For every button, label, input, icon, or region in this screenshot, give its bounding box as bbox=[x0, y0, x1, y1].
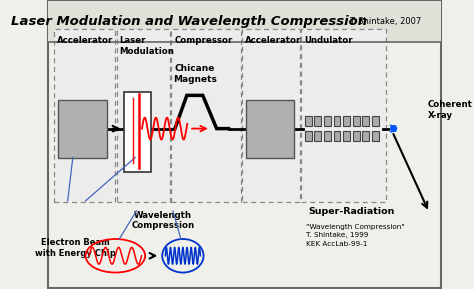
Bar bbox=[246, 100, 294, 158]
Bar bbox=[362, 131, 369, 141]
Text: Coherent
X-ray: Coherent X-ray bbox=[428, 100, 473, 120]
Bar bbox=[305, 131, 312, 141]
Text: Laser
Modulation: Laser Modulation bbox=[120, 36, 174, 55]
Text: Laser Modulation and Wavelength Compression: Laser Modulation and Wavelength Compress… bbox=[11, 16, 367, 28]
Bar bbox=[172, 29, 241, 202]
Text: "Wavelength Compression"
T. Shintake, 1999
KEK AccLab-99-1: "Wavelength Compression" T. Shintake, 19… bbox=[306, 224, 405, 247]
Text: Super-Radiation: Super-Radiation bbox=[308, 207, 394, 216]
Text: Accelerator: Accelerator bbox=[245, 36, 301, 45]
Bar bbox=[305, 116, 312, 126]
Bar bbox=[343, 131, 350, 141]
Bar bbox=[372, 116, 379, 126]
Text: Electron Beam
with Energy Chip: Electron Beam with Energy Chip bbox=[35, 238, 116, 258]
Bar bbox=[242, 29, 300, 202]
Bar bbox=[353, 116, 360, 126]
Bar bbox=[58, 100, 108, 158]
Bar bbox=[324, 131, 331, 141]
Bar bbox=[372, 131, 379, 141]
Bar bbox=[324, 116, 331, 126]
Text: Chicane
Magnets: Chicane Magnets bbox=[173, 64, 217, 84]
Bar bbox=[362, 116, 369, 126]
Bar bbox=[353, 131, 360, 141]
Bar bbox=[343, 116, 350, 126]
Bar bbox=[334, 131, 340, 141]
Bar bbox=[314, 131, 321, 141]
Bar bbox=[54, 29, 115, 202]
Text: Undulator: Undulator bbox=[304, 36, 353, 45]
Bar bbox=[314, 116, 321, 126]
Text: T. Shintake, 2007: T. Shintake, 2007 bbox=[349, 17, 421, 27]
Text: Compressor: Compressor bbox=[174, 36, 233, 45]
Text: Accelerator: Accelerator bbox=[57, 36, 113, 45]
Bar bbox=[334, 116, 340, 126]
Bar bbox=[48, 1, 441, 42]
Bar bbox=[301, 29, 386, 202]
Text: Wavelength
Compression: Wavelength Compression bbox=[131, 211, 194, 230]
Bar bbox=[124, 92, 152, 172]
Bar bbox=[117, 29, 170, 202]
